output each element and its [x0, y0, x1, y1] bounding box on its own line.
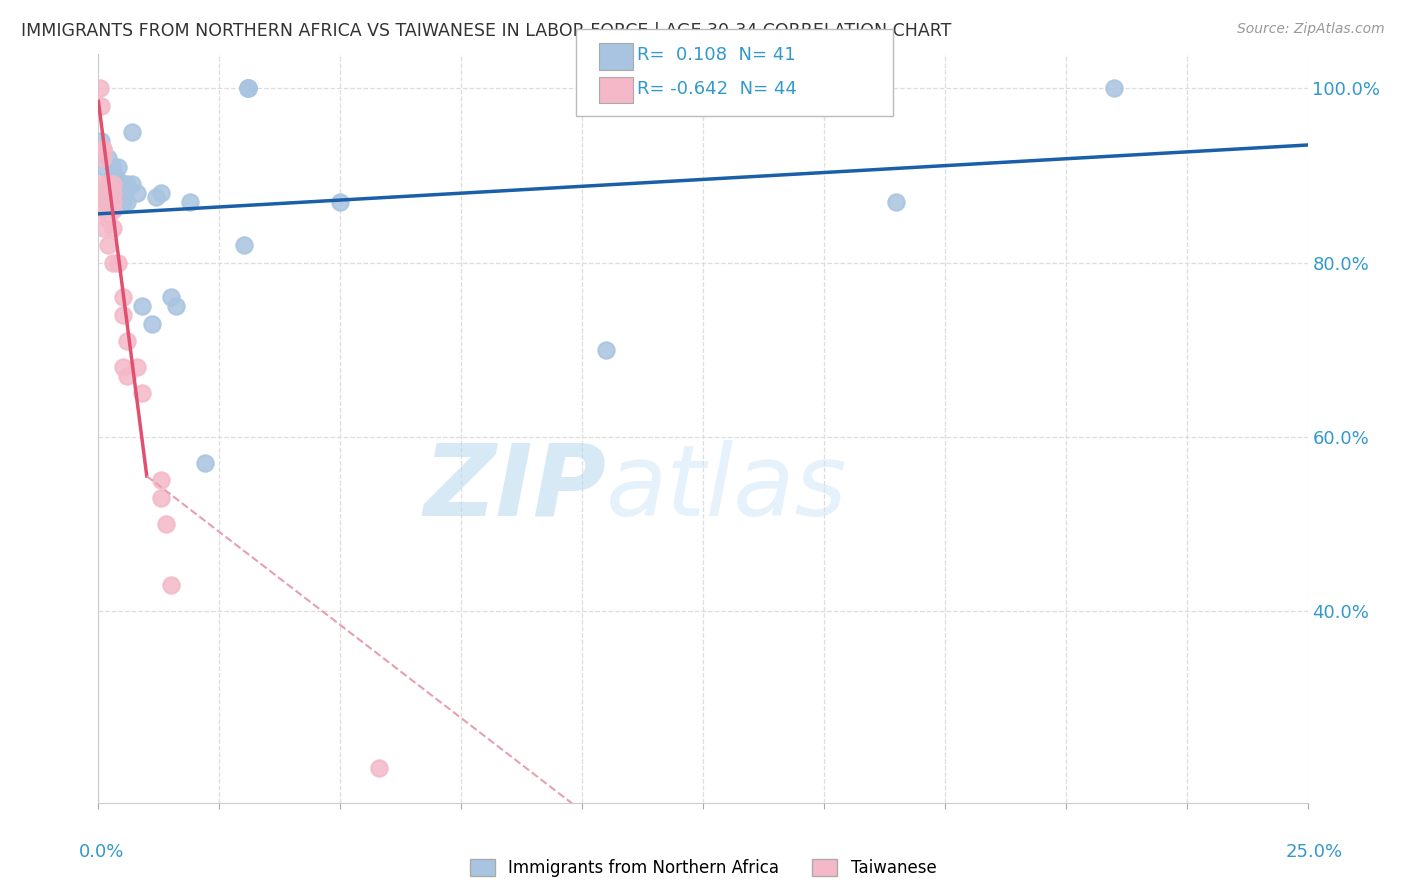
- Point: [232, 238, 254, 252]
- Point: [238, 81, 260, 95]
- Point: [121, 125, 143, 139]
- Point: [107, 190, 129, 204]
- Point: [101, 194, 124, 209]
- Point: [368, 761, 391, 775]
- Point: [160, 578, 183, 592]
- Point: [90, 99, 112, 113]
- Point: [121, 178, 143, 192]
- Point: [150, 491, 173, 505]
- Point: [107, 186, 129, 200]
- Text: 0.0%: 0.0%: [79, 843, 124, 861]
- Point: [111, 360, 134, 375]
- Point: [117, 178, 139, 192]
- Point: [107, 160, 129, 174]
- Point: [111, 194, 134, 209]
- Point: [101, 186, 124, 200]
- Point: [160, 290, 183, 304]
- Point: [91, 178, 114, 192]
- Point: [91, 142, 114, 156]
- Point: [101, 220, 124, 235]
- Text: R=  0.108  N= 41: R= 0.108 N= 41: [637, 46, 796, 64]
- Point: [111, 190, 134, 204]
- Point: [179, 194, 201, 209]
- Point: [91, 160, 114, 174]
- Point: [107, 173, 129, 187]
- Point: [91, 151, 114, 165]
- Point: [101, 203, 124, 218]
- Point: [89, 186, 111, 200]
- Point: [194, 456, 217, 470]
- Point: [97, 178, 120, 192]
- Point: [150, 474, 173, 488]
- Point: [117, 368, 139, 383]
- Point: [91, 194, 114, 209]
- Point: [111, 178, 134, 192]
- Text: atlas: atlas: [606, 440, 848, 537]
- Point: [91, 142, 114, 156]
- Text: ZIP: ZIP: [423, 440, 606, 537]
- Point: [111, 186, 134, 200]
- Point: [101, 178, 124, 192]
- Point: [117, 181, 139, 195]
- Point: [131, 386, 153, 401]
- Point: [97, 212, 120, 227]
- Point: [150, 186, 173, 200]
- Point: [145, 190, 167, 204]
- Point: [111, 290, 134, 304]
- Point: [101, 190, 124, 204]
- Text: 25.0%: 25.0%: [1286, 843, 1343, 861]
- Point: [141, 317, 163, 331]
- Text: IMMIGRANTS FROM NORTHERN AFRICA VS TAIWANESE IN LABOR FORCE | AGE 30-34 CORRELAT: IMMIGRANTS FROM NORTHERN AFRICA VS TAIWA…: [21, 22, 952, 40]
- Point: [101, 178, 124, 192]
- Point: [91, 220, 114, 235]
- Text: R= -0.642  N= 44: R= -0.642 N= 44: [637, 80, 797, 98]
- Point: [89, 81, 111, 95]
- Point: [101, 255, 124, 269]
- Point: [127, 360, 149, 375]
- Point: [90, 134, 112, 148]
- Point: [101, 160, 124, 174]
- Point: [97, 151, 120, 165]
- Point: [97, 194, 120, 209]
- Legend: Immigrants from Northern Africa, Taiwanese: Immigrants from Northern Africa, Taiwane…: [470, 859, 936, 877]
- Point: [107, 255, 129, 269]
- Point: [238, 81, 260, 95]
- Point: [97, 238, 120, 252]
- Point: [1102, 81, 1125, 95]
- Point: [127, 186, 149, 200]
- Point: [595, 343, 617, 357]
- Point: [886, 194, 908, 209]
- Point: [91, 186, 114, 200]
- Point: [111, 308, 134, 322]
- Point: [91, 194, 114, 209]
- Point: [117, 194, 139, 209]
- Point: [91, 203, 114, 218]
- Point: [97, 190, 120, 204]
- Point: [329, 194, 352, 209]
- Point: [131, 299, 153, 313]
- Point: [107, 186, 129, 200]
- Point: [165, 299, 187, 313]
- Point: [97, 186, 120, 200]
- Point: [238, 81, 260, 95]
- Text: Source: ZipAtlas.com: Source: ZipAtlas.com: [1237, 22, 1385, 37]
- Point: [155, 516, 177, 531]
- Point: [101, 169, 124, 183]
- Point: [117, 334, 139, 348]
